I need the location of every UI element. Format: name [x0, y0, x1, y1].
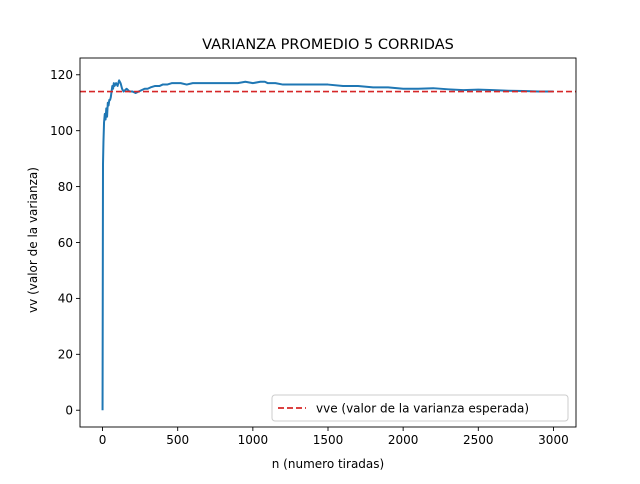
x-tick-label: 2000	[388, 433, 419, 447]
y-tick-label: 80	[58, 180, 73, 194]
y-tick-label: 20	[58, 348, 73, 362]
x-tick-label: 3000	[538, 433, 569, 447]
y-tick-label: 0	[65, 404, 73, 418]
y-tick-label: 120	[50, 68, 73, 82]
y-tick-label: 100	[50, 124, 73, 138]
y-tick-label: 40	[58, 292, 73, 306]
x-tick-label: 2500	[463, 433, 494, 447]
x-axis-label: n (numero tiradas)	[272, 457, 384, 471]
x-tick-label: 1500	[313, 433, 344, 447]
y-axis-ticks: 0 20 40 60 80 100 120	[50, 68, 80, 418]
chart-title: VARIANZA PROMEDIO 5 CORRIDAS	[202, 37, 454, 53]
x-tick-label: 0	[99, 433, 107, 447]
y-axis-label: vv (valor de la varianza)	[26, 167, 40, 313]
legend: vve (valor de la varianza esperada)	[271, 394, 569, 422]
legend-frame	[271, 394, 569, 422]
x-tick-label: 1000	[238, 433, 269, 447]
variance-line	[101, 79, 554, 411]
legend-label: vve (valor de la varianza esperada)	[316, 402, 529, 416]
x-tick-label: 500	[166, 433, 189, 447]
x-axis-ticks: 0 500 1000 1500 2000 2500 3000	[99, 427, 569, 447]
y-tick-label: 60	[58, 236, 73, 250]
